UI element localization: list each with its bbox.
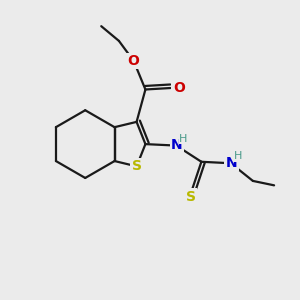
Text: S: S: [186, 190, 196, 203]
Text: O: O: [128, 54, 140, 68]
Text: H: H: [234, 151, 242, 161]
Text: N: N: [226, 156, 237, 170]
Text: O: O: [173, 81, 184, 95]
Text: H: H: [179, 134, 188, 144]
Text: S: S: [132, 159, 142, 173]
Text: N: N: [171, 138, 183, 152]
